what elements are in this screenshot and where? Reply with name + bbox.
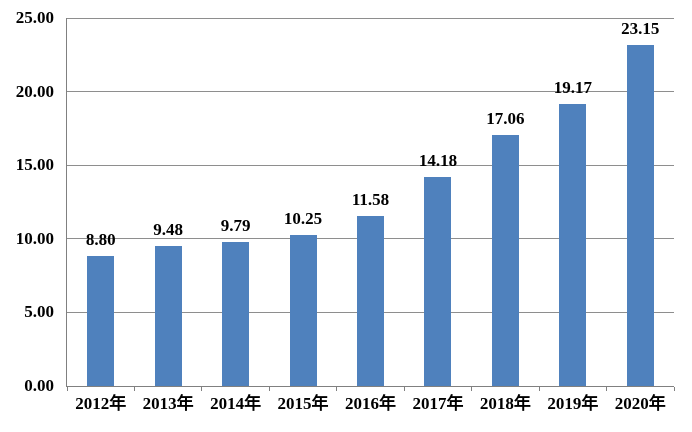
gridline bbox=[67, 17, 674, 19]
x-axis-tick bbox=[538, 387, 540, 391]
y-axis-line bbox=[66, 18, 67, 386]
bar-value-label: 11.58 bbox=[351, 189, 390, 209]
x-axis-tick bbox=[606, 387, 608, 391]
x-axis-line bbox=[66, 386, 674, 387]
bar-value-label: 8.80 bbox=[85, 230, 116, 250]
bar bbox=[491, 134, 519, 386]
bar bbox=[559, 103, 587, 386]
gridline bbox=[67, 91, 674, 93]
bar-value-label: 19.17 bbox=[553, 77, 592, 97]
y-axis-tick-label: 0.00 bbox=[24, 376, 54, 395]
bar-value-label: 9.79 bbox=[220, 215, 251, 235]
y-axis-tick-label: 25.00 bbox=[15, 8, 54, 27]
bar-value-label: 10.25 bbox=[283, 209, 323, 229]
x-axis-tick bbox=[133, 387, 135, 391]
bar bbox=[222, 241, 250, 386]
y-axis-tick-label: 10.00 bbox=[15, 228, 54, 248]
bar bbox=[626, 45, 654, 386]
y-axis-tick-label: 5.00 bbox=[24, 302, 54, 322]
x-axis-tick bbox=[471, 387, 473, 391]
bar-value-label: 14.18 bbox=[418, 151, 458, 171]
gridline bbox=[67, 164, 674, 166]
bar bbox=[154, 246, 182, 386]
x-axis-label: 2018年 bbox=[479, 394, 531, 413]
x-axis-tick bbox=[268, 387, 270, 391]
bar bbox=[424, 177, 452, 386]
x-axis-label: 2016年 bbox=[344, 394, 396, 413]
bar bbox=[289, 235, 317, 386]
bar-value-label: 17.06 bbox=[486, 108, 525, 128]
x-axis-tick bbox=[336, 387, 338, 391]
x-axis-label: 2014年 bbox=[210, 394, 262, 413]
x-axis-tick bbox=[673, 387, 675, 391]
x-axis-label: 2015年 bbox=[277, 394, 329, 413]
plot-area: 8.80 9.48 9.79 10.25 11.58 14.18 17.06 19.17 23.… bbox=[66, 17, 674, 387]
x-axis-tick bbox=[403, 387, 405, 391]
x-axis-label: 2020年 bbox=[614, 394, 666, 413]
y-axis-tick-label: 15.00 bbox=[15, 155, 54, 175]
x-axis-label: 2013年 bbox=[142, 394, 194, 413]
bar-value-label: 23.15 bbox=[621, 19, 660, 39]
bar-value-label: 9.48 bbox=[153, 220, 184, 240]
x-axis-tick bbox=[201, 387, 203, 391]
bar bbox=[87, 256, 115, 386]
x-axis-tick bbox=[66, 387, 68, 391]
x-axis-label: 2019年 bbox=[547, 394, 599, 413]
y-axis-tick-label: 20.00 bbox=[15, 81, 54, 101]
x-axis-label: 2017年 bbox=[412, 394, 464, 413]
x-axis-label: 2012年 bbox=[75, 394, 127, 413]
bar bbox=[357, 215, 384, 386]
